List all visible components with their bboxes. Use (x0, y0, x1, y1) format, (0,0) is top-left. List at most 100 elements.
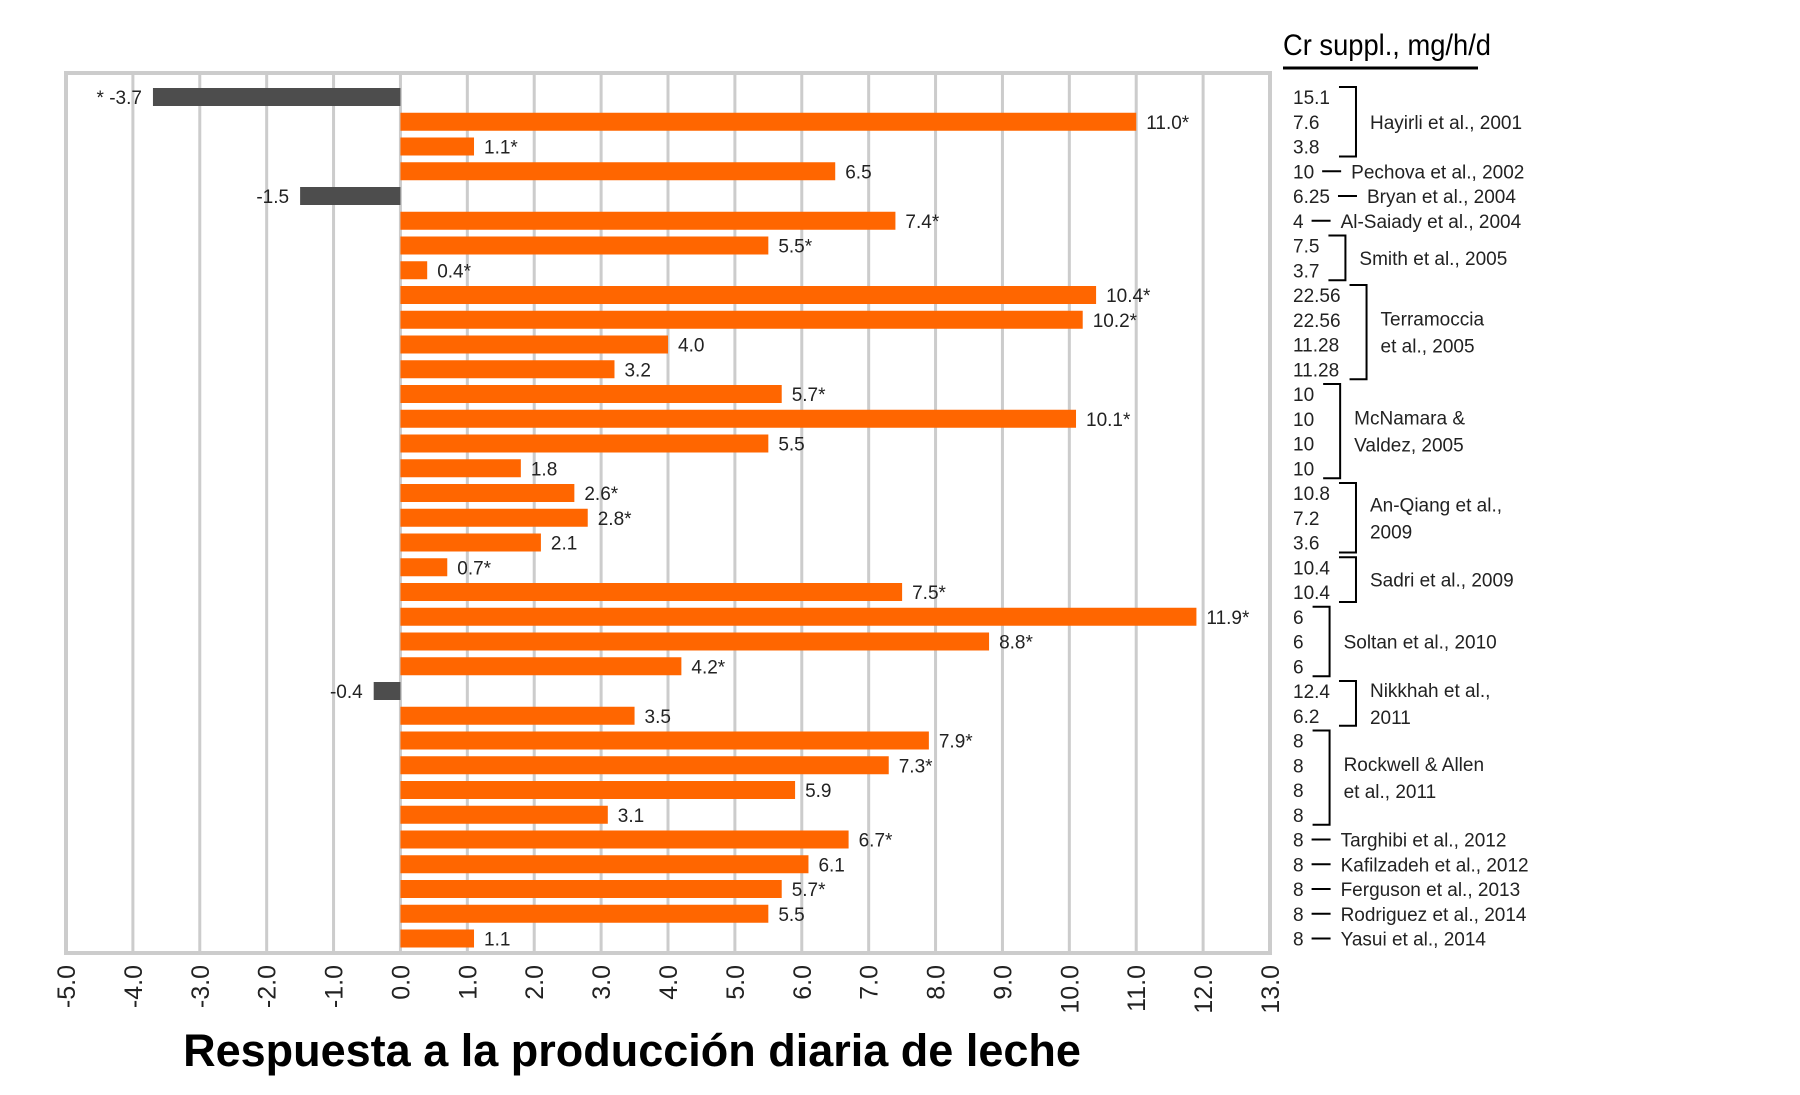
bar-value-label: 7.3* (899, 756, 933, 777)
study-bracket (1338, 86, 1357, 158)
bar-value-label: -0.4 (330, 682, 363, 703)
bar-value-label: 8.8* (999, 633, 1033, 654)
x-axis-tick-labels: -5.0 -4.0 -3.0 -2.0 -1.0 0.0 1.0 2.0 3.0 4.0 5.0 6.… (53, 965, 1285, 1014)
bar-value-label: 6.7* (859, 831, 893, 852)
bar-value-label: 7.4* (905, 212, 939, 233)
study-name: Yasui et al., 2014 (1341, 930, 1487, 951)
bar-value-label: 5.5 (778, 905, 804, 926)
dose-label: 3.6 (1293, 534, 1319, 555)
dose-labels: 15.1 7.6 3.8 10 6.25 4 7.5 3.7 22.56 22.56 11.28 11… (1293, 88, 1341, 951)
x-tick-label: 8.0 (923, 965, 951, 1000)
dose-label: 6.25 (1293, 187, 1330, 208)
bar-value-label: 1.8 (531, 459, 557, 480)
supplement-column-title: Cr suppl., mg/h/d (1283, 29, 1491, 62)
study-name: Ferguson et al., 2013 (1341, 880, 1521, 901)
dose-label: 7.2 (1293, 509, 1319, 530)
bar (400, 211, 896, 230)
bar-value-label: 5.7* (792, 880, 826, 901)
bar-value-label: 0.7* (457, 558, 491, 579)
x-tick-label: 1.0 (454, 965, 482, 1000)
bar (400, 805, 608, 824)
x-tick-label: -1.0 (321, 965, 349, 1008)
bar-value-label: 3.2 (624, 360, 650, 381)
study-bracket (1328, 234, 1347, 282)
x-tick-label: -3.0 (187, 965, 215, 1008)
study-name: et al., 2011 (1344, 782, 1437, 803)
dose-label: 8 (1293, 831, 1304, 852)
study-name: Pechova et al., 2002 (1351, 162, 1524, 183)
bar (300, 187, 401, 205)
dose-label: 10 (1293, 385, 1314, 406)
bar (400, 880, 782, 898)
dose-label: 22.56 (1293, 311, 1341, 332)
bar-value-label: 2.6* (584, 484, 618, 505)
bar (152, 88, 401, 106)
study-name: Rockwell & Allen (1344, 755, 1484, 776)
bar (400, 706, 635, 725)
bar-value-label: 4.0 (678, 336, 704, 357)
dose-label: 12.4 (1293, 682, 1330, 703)
bar-value-label: 11.9* (1206, 608, 1250, 629)
bar (400, 657, 682, 676)
bar (400, 385, 782, 403)
bar (400, 335, 668, 354)
study-name: 2011 (1370, 708, 1411, 729)
study-name: Soltan et al., 2010 (1344, 633, 1497, 654)
bar (400, 434, 769, 453)
dose-label: 6.2 (1293, 707, 1319, 728)
bar-value-label: 10.2* (1093, 311, 1138, 332)
bar-value-label: 2.8* (598, 509, 632, 530)
study-name: Nikkhah et al., (1370, 681, 1490, 702)
dose-label: 11.28 (1293, 336, 1339, 357)
bar-value-label: 5.9 (805, 781, 831, 802)
bar-value-label: 5.5 (778, 435, 804, 456)
bar (400, 855, 809, 874)
dose-label: 8 (1293, 806, 1304, 827)
x-tick-label: 11.0 (1123, 965, 1151, 1012)
study-name: Bryan et al., 2004 (1367, 187, 1516, 208)
x-tick-label: -2.0 (254, 965, 282, 1008)
dose-label: 22.56 (1293, 286, 1341, 307)
x-tick-label: 3.0 (588, 965, 616, 1000)
study-bracket (1338, 680, 1357, 727)
bar (400, 558, 448, 577)
dose-label: 10.8 (1293, 484, 1330, 505)
grid-lines (64, 73, 1272, 953)
dose-label: 6 (1293, 657, 1304, 678)
bar (400, 286, 1097, 304)
study-name: Kafilzadeh et al., 2012 (1341, 855, 1529, 876)
study-bracket (1323, 383, 1342, 480)
bar-value-label: 7.9* (939, 732, 973, 753)
x-tick-label: 4.0 (655, 965, 683, 1000)
bar (400, 409, 1077, 428)
x-tick-label: 6.0 (789, 965, 817, 1000)
bar-value-label: 2.1 (551, 534, 577, 555)
x-tick-label: -5.0 (53, 965, 81, 1008)
dose-label: 8 (1293, 930, 1304, 951)
x-tick-label: 12.0 (1190, 965, 1218, 1014)
bar (400, 929, 475, 948)
study-bracket (1338, 556, 1357, 603)
bar (400, 112, 1137, 131)
dose-label: 15.1 (1293, 88, 1330, 109)
bar-value-label: 5.5* (778, 237, 812, 258)
dose-label: 8 (1293, 855, 1304, 876)
x-tick-label: 13.0 (1257, 965, 1285, 1014)
bar-value-label: 11.0* (1146, 113, 1190, 134)
dose-label: 10 (1293, 410, 1314, 431)
bar (400, 261, 428, 280)
bar (400, 484, 575, 502)
bar (400, 904, 769, 923)
bar-value-label: 3.5 (645, 707, 671, 728)
bar (400, 360, 615, 379)
dose-label: 10 (1293, 435, 1314, 456)
dose-label: 7.6 (1293, 113, 1319, 134)
dose-label: 10 (1293, 162, 1314, 183)
dose-label: 8 (1293, 905, 1304, 926)
study-annotations: Hayirli et al., 2001 Pechova et al., 2002… (1311, 86, 1529, 951)
bars (152, 88, 1197, 948)
study-bracket (1312, 729, 1331, 826)
bar (400, 137, 475, 156)
x-tick-label: -4.0 (120, 965, 148, 1008)
plot-frame (64, 71, 1272, 955)
